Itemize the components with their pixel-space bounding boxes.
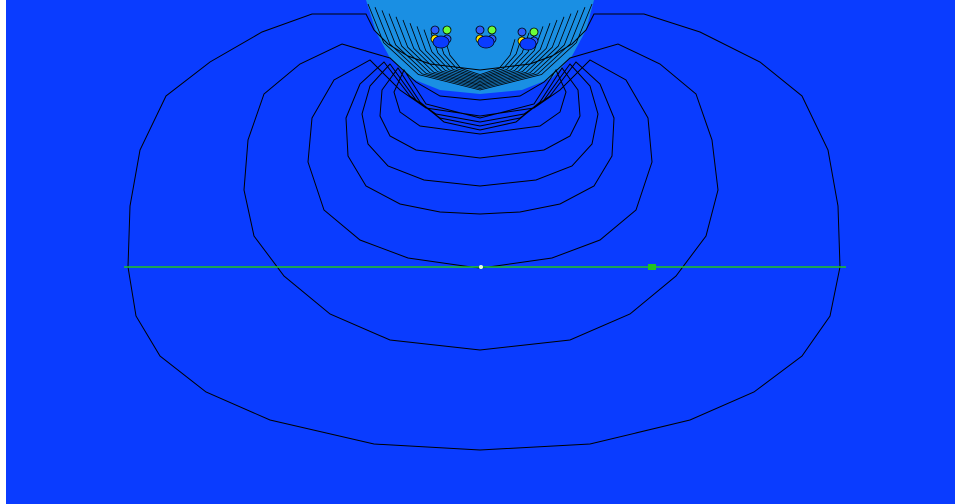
conductor-core — [519, 37, 537, 51]
equipotential-contour-3 — [307, 59, 653, 269]
near-field-contour-1 — [367, 3, 593, 91]
conductor-core — [477, 35, 495, 49]
conductor-subwire — [529, 27, 539, 37]
equipotential-contour-2 — [243, 43, 719, 351]
conductor-2 — [475, 25, 497, 49]
equipotential-contour-5 — [361, 63, 599, 187]
near-field-contour-5 — [395, 16, 565, 85]
near-field-contour-6 — [402, 19, 558, 84]
near-field-contour-12 — [444, 39, 516, 76]
near-field-contour-8 — [416, 26, 544, 81]
near-field-contour-2 — [374, 7, 586, 90]
near-field-contours — [367, 3, 593, 91]
near-field-contour-10 — [430, 32, 530, 78]
near-field-contour-4 — [388, 13, 572, 87]
conductor-core — [432, 35, 450, 49]
near-field-contour-3 — [381, 10, 579, 88]
equipotential-contour-7 — [393, 68, 567, 135]
conductor-subwire — [487, 25, 497, 35]
conductor-1 — [430, 25, 452, 49]
conductor-subwire — [442, 25, 452, 35]
near-field-contour-9 — [423, 29, 537, 80]
evaluation-line-origin-marker[interactable] — [479, 265, 483, 269]
near-field-contour-11 — [437, 35, 523, 77]
conductor-group — [430, 25, 539, 51]
conductor-subwire — [475, 25, 485, 35]
conductor-subwire — [430, 25, 440, 35]
equipotential-contour-4 — [345, 61, 615, 215]
conductor-subwire — [517, 27, 527, 37]
conductor-3 — [517, 27, 539, 51]
near-field-contour-7 — [409, 23, 551, 83]
equipotential-contour-6 — [379, 67, 581, 159]
evaluation-line-probe-marker[interactable] — [648, 264, 656, 270]
